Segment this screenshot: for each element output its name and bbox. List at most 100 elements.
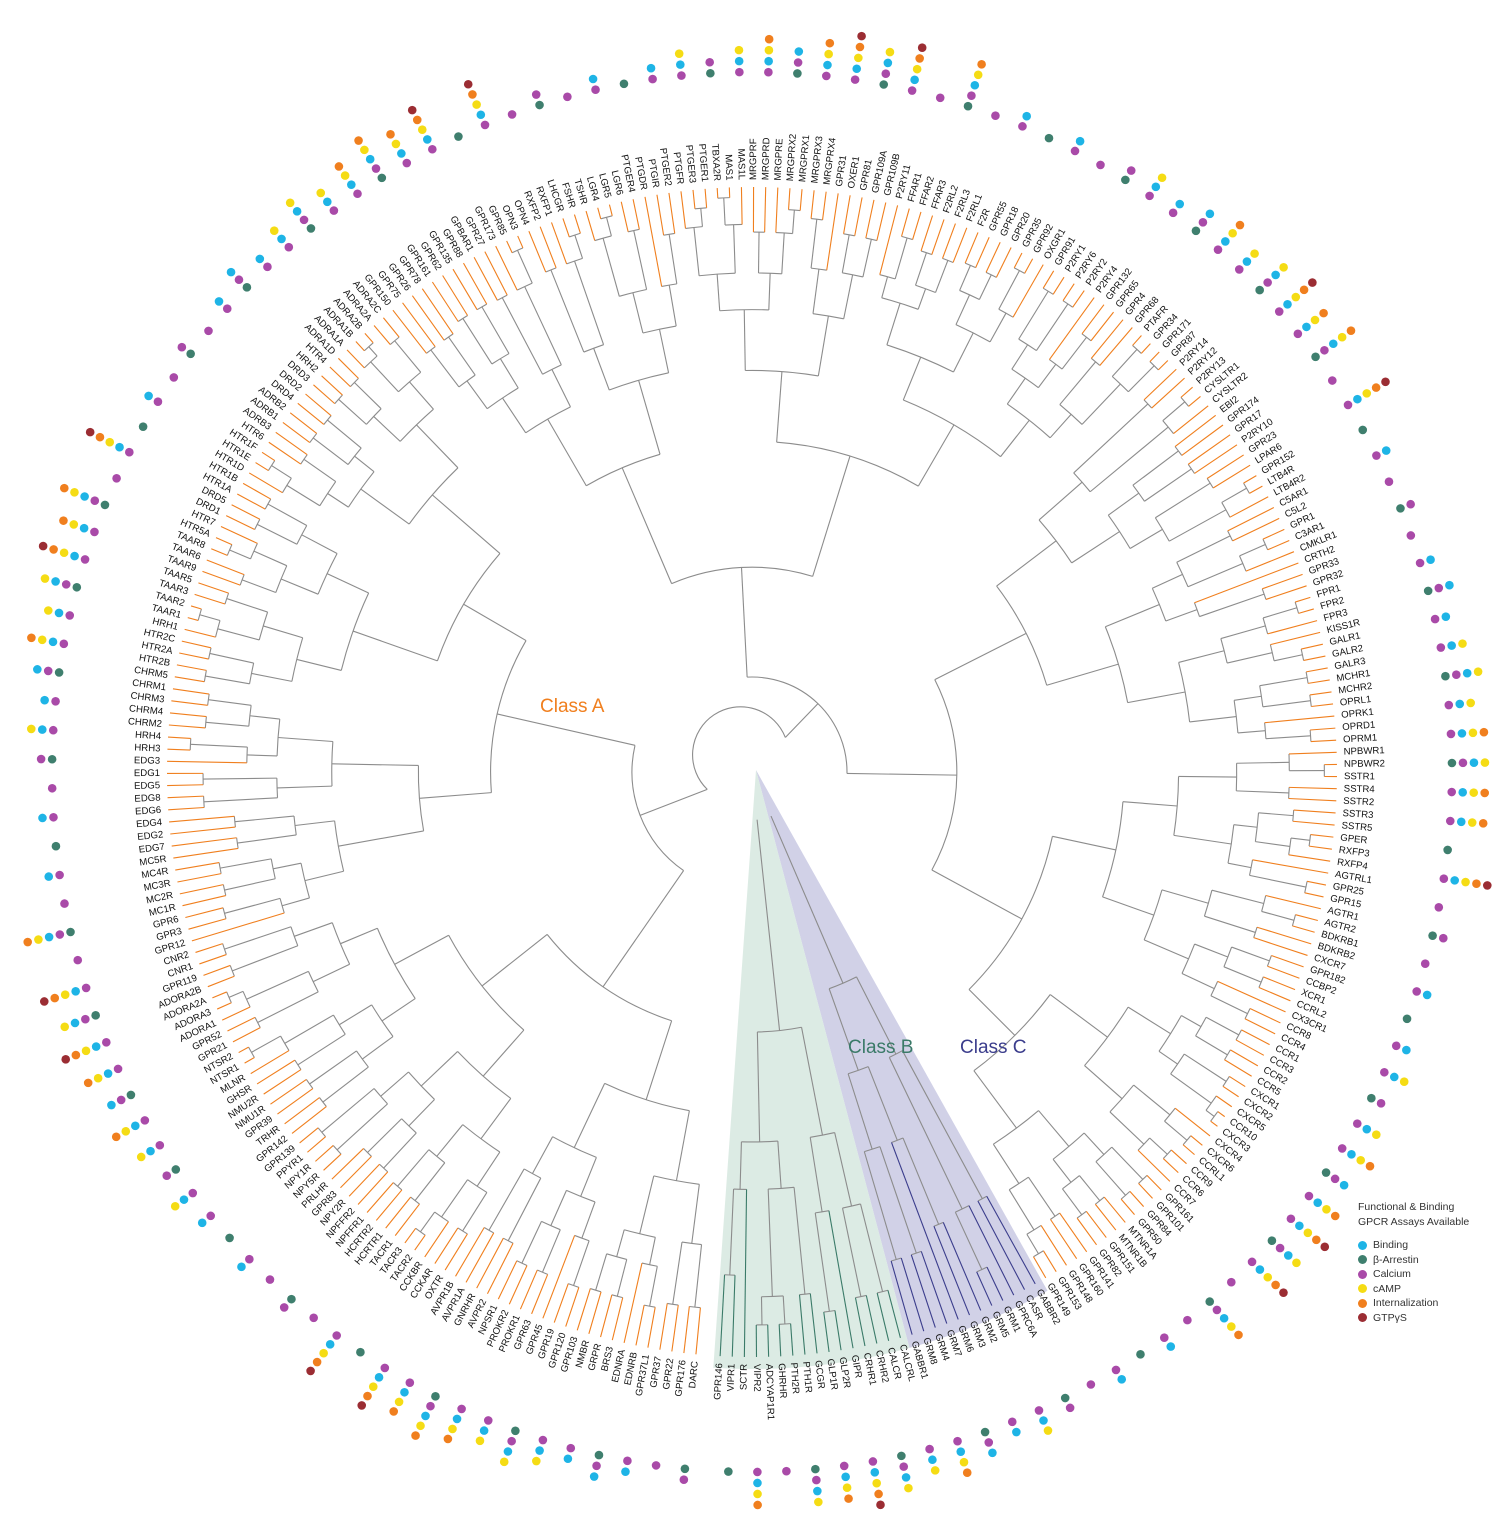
binding-assay-dot bbox=[1347, 1150, 1356, 1159]
calcium-assay-dot bbox=[1384, 477, 1394, 487]
internalization-assay-dot bbox=[1478, 819, 1488, 828]
camp-assay-dot bbox=[70, 488, 79, 497]
gtps-assay-dot bbox=[357, 1401, 367, 1410]
leaf-label: GPR176 bbox=[673, 1359, 688, 1397]
calcium-assay-dot bbox=[1430, 614, 1440, 624]
camp-assay-dot bbox=[43, 606, 53, 615]
gtps-assay-dot bbox=[463, 79, 473, 89]
calcium-assay-dot bbox=[1412, 987, 1422, 996]
leaf-label: PTGER1 bbox=[696, 143, 710, 182]
binding-assay-dot bbox=[476, 110, 486, 120]
binding-assay-dot bbox=[1457, 729, 1467, 738]
leaf-label: CHRM5 bbox=[133, 665, 168, 681]
gtps-assay-dot bbox=[61, 1055, 71, 1064]
leaf-label: EDG5 bbox=[134, 780, 160, 792]
leaf-label: MCHR1 bbox=[1336, 668, 1371, 684]
arrestin-assay-dot bbox=[724, 1467, 733, 1476]
binding-assay-dot bbox=[794, 47, 804, 56]
calcium-assay-dot bbox=[1420, 959, 1430, 969]
binding-assay-dot bbox=[80, 492, 89, 501]
binding-assay-dot bbox=[1458, 788, 1468, 797]
arrestin-assay-dot bbox=[47, 754, 57, 764]
arrestin-assay-dot bbox=[1367, 1093, 1376, 1103]
calcium-assay-dot bbox=[81, 983, 91, 993]
binding-assay-dot bbox=[397, 149, 406, 158]
calcium-assay-dot bbox=[162, 1171, 172, 1181]
leaf-label: VIPR1 bbox=[726, 1363, 738, 1391]
calcium-assay-dot bbox=[59, 639, 69, 649]
arrestin-assay-dot bbox=[879, 80, 889, 89]
calcium-assay-dot bbox=[426, 1401, 435, 1411]
arrestin-assay-dot bbox=[91, 1011, 100, 1020]
internalization-assay-dot bbox=[915, 54, 924, 63]
calcium-assay-dot bbox=[245, 1254, 254, 1264]
leaf-label: OXER1 bbox=[846, 155, 862, 189]
binding-assay-dot bbox=[79, 523, 89, 533]
leaf-label: GPR146 bbox=[712, 1363, 725, 1400]
calcium-assay-dot bbox=[1438, 933, 1448, 943]
binding-assay-dot bbox=[1441, 612, 1451, 621]
leaf-label: MAS1L bbox=[735, 149, 747, 181]
binding-assay-dot bbox=[144, 391, 153, 401]
arrestin-assay-dot bbox=[287, 1294, 296, 1304]
binding-assay-dot bbox=[1339, 1180, 1349, 1190]
internalization-assay-dot bbox=[855, 42, 865, 52]
camp-assay-dot bbox=[121, 1127, 131, 1136]
arrestin-assay-dot bbox=[619, 79, 629, 89]
binding-assay-dot bbox=[956, 1447, 966, 1456]
arrestin-assay-dot bbox=[100, 500, 110, 510]
calcium-assay-dot bbox=[1212, 1305, 1222, 1315]
leaf-labels: DARCGPR176GPR22GPR37GPR37L1EDNRBEDNRABRS… bbox=[127, 134, 1385, 1421]
calcium-assay-dot bbox=[1263, 278, 1272, 287]
arrestin-assay-dot bbox=[1447, 758, 1457, 768]
calcium-assay-dot bbox=[1380, 1067, 1389, 1077]
camp-assay-dot bbox=[40, 574, 50, 583]
calcium-assay-dot bbox=[36, 754, 46, 764]
camp-assay-dot bbox=[368, 1382, 378, 1391]
calcium-assay-dot bbox=[90, 496, 100, 506]
calcium-assay-dot bbox=[153, 397, 163, 407]
internalization-assay-dot bbox=[753, 1500, 762, 1510]
camp-assay-dot bbox=[1337, 332, 1347, 342]
leaf-label: GIPR bbox=[849, 1354, 864, 1379]
calcium-assay-dot bbox=[1337, 1144, 1347, 1153]
calcium-dot-icon bbox=[1358, 1269, 1367, 1279]
calcium-assay-dot bbox=[984, 1438, 994, 1447]
calcium-assay-dot bbox=[1213, 245, 1223, 254]
binding-assay-dot bbox=[44, 872, 54, 881]
calcium-assay-dot bbox=[899, 1462, 909, 1471]
binding-assay-dot bbox=[1175, 199, 1185, 209]
calcium-assay-dot bbox=[55, 870, 64, 880]
calcium-assay-dot bbox=[80, 555, 90, 564]
leaf-label: SSTR1 bbox=[1344, 771, 1375, 782]
binding-assay-dot bbox=[51, 577, 60, 586]
binding-assay-dot bbox=[292, 207, 302, 216]
leaf-label: GPR31 bbox=[834, 155, 850, 188]
binding-assay-dot bbox=[38, 813, 47, 823]
camp-assay-dot bbox=[416, 1421, 425, 1431]
calcium-assay-dot bbox=[155, 1140, 165, 1150]
internalization-assay-dot bbox=[59, 483, 69, 493]
camp-assay-dot bbox=[417, 125, 427, 134]
legend-label-binding: Binding bbox=[1373, 1239, 1409, 1252]
calcium-assay-dot bbox=[651, 1461, 661, 1470]
binding-assay-dot bbox=[479, 1426, 489, 1435]
internalization-assay-dot bbox=[844, 1494, 853, 1503]
leaf-label: EDG8 bbox=[134, 793, 161, 805]
calcium-assay-dot bbox=[1226, 1277, 1236, 1287]
arrestin-assay-dot bbox=[1441, 671, 1450, 681]
calcium-assay-dot bbox=[1330, 1174, 1340, 1184]
internalization-assay-dot bbox=[49, 545, 58, 554]
leaf-label: GLP2R bbox=[837, 1356, 853, 1389]
binding-assay-dot bbox=[325, 1340, 335, 1349]
arrestin-assay-dot bbox=[1205, 1297, 1215, 1306]
arrestin-assay-dot bbox=[1255, 285, 1264, 295]
gtps-assay-dot bbox=[1381, 377, 1390, 387]
calcium-assay-dot bbox=[679, 1475, 689, 1485]
arrestin-assay-dot bbox=[1121, 175, 1130, 185]
camp-assay-dot bbox=[394, 1397, 404, 1407]
camp-assay-dot bbox=[1291, 292, 1301, 302]
leaf-label: MC4R bbox=[141, 866, 170, 881]
legend-title-line1: Functional & Binding bbox=[1358, 1201, 1455, 1213]
camp-assay-dot bbox=[1473, 667, 1483, 676]
